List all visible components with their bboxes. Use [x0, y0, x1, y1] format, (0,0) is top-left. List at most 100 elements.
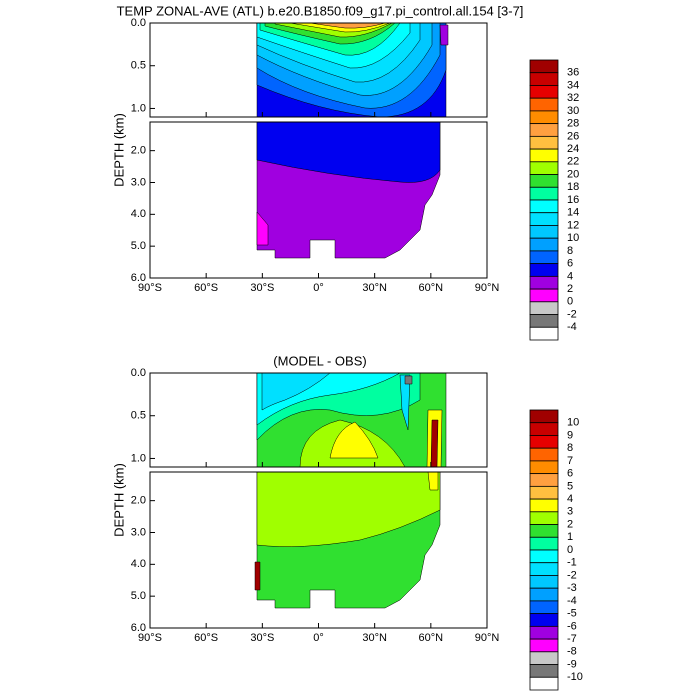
colorbar-label: 34 [567, 79, 579, 91]
colorbar-box [529, 549, 559, 564]
colorbar-label: 6 [567, 468, 573, 480]
panel: TEMP ZONAL-AVE (ATL) b.e20.B1850.f09_g17… [111, 3, 579, 341]
colorbar-label: 16 [567, 194, 579, 206]
colorbar-box [529, 326, 559, 341]
x-tick-label: 60°N [419, 282, 444, 294]
x-tick-label: 90°S [138, 632, 162, 644]
colorbar-box [529, 225, 559, 239]
y-tick-label: 3.0 [131, 176, 146, 188]
contour-fill [254, 561, 261, 591]
colorbar-label: 2 [567, 518, 573, 530]
y-tick-label: 5.0 [131, 590, 146, 602]
colorbar-box [529, 447, 559, 462]
x-tick-label: 30°N [362, 632, 387, 644]
contour-fill [439, 24, 449, 46]
y-tick-label: 2.0 [131, 495, 146, 507]
colorbar-label: 12 [567, 219, 579, 231]
colorbar-box [529, 59, 559, 74]
x-tick-label: 60°S [194, 282, 218, 294]
colorbar-box [529, 498, 559, 513]
colorbar-label: 28 [567, 118, 579, 130]
colorbar-label: -6 [567, 620, 577, 632]
contour-fill [404, 375, 413, 385]
colorbar-label: -8 [567, 646, 577, 658]
y-tick-label: 0.5 [131, 410, 146, 422]
colorbar-label: 22 [567, 156, 579, 168]
colorbar-label: -9 [567, 658, 577, 670]
colorbar-box [529, 85, 559, 99]
colorbar-box [529, 186, 559, 201]
colorbar-label: 5 [567, 480, 573, 492]
colorbar-box [529, 587, 559, 602]
colorbar-box [529, 135, 559, 150]
colorbar-label: -2 [567, 308, 577, 320]
x-tick-label: 60°S [194, 632, 218, 644]
colorbar-label: -5 [567, 608, 577, 620]
colorbar-box [529, 575, 559, 589]
colorbar-label: -4 [567, 595, 577, 607]
colorbar-label: -10 [567, 671, 583, 683]
contour-fill [399, 374, 411, 431]
colorbar-box [529, 250, 559, 265]
y-axis-label: DEPTH (km) [111, 463, 126, 537]
colorbar-box [529, 664, 559, 678]
y-tick-label: 0.0 [131, 17, 146, 29]
colorbar-label: 4 [567, 270, 573, 282]
colorbar-box [529, 638, 559, 653]
colorbar-label: 36 [567, 67, 579, 79]
y-tick-label: 1.0 [131, 102, 146, 114]
y-tick-label: 0.0 [131, 367, 146, 379]
colorbar-box [529, 263, 559, 277]
x-tick-label: 30°N [362, 282, 387, 294]
y-tick-label: 4.0 [131, 558, 146, 570]
x-tick-label: 0° [313, 282, 324, 294]
y-axis-label: DEPTH (km) [111, 113, 126, 187]
colorbar-label: 26 [567, 130, 579, 142]
contour-fill [261, 372, 331, 411]
colorbar-box [529, 72, 559, 86]
colorbar-label: 8 [567, 245, 573, 257]
colorbar-label: 0 [567, 296, 573, 308]
colorbar-box [529, 97, 559, 112]
colorbar-label: 10 [567, 232, 579, 244]
contour-fill [427, 471, 439, 491]
y-tick-label: 2.0 [131, 145, 146, 157]
colorbar-box [529, 123, 559, 137]
chart-title: (MODEL - OBS) [273, 353, 366, 368]
colorbar-label: 4 [567, 493, 573, 505]
contour-fill [256, 471, 441, 547]
colorbar-label: 3 [567, 506, 573, 518]
colorbar-label: 10 [567, 417, 579, 429]
y-tick-label: 3.0 [131, 526, 146, 538]
contour-fill [256, 211, 269, 246]
y-tick-label: 6.0 [131, 622, 146, 634]
colorbar-box [529, 435, 559, 449]
colorbar-label: -2 [567, 569, 577, 581]
y-tick-label: 4.0 [131, 208, 146, 220]
colorbar-label: 6 [567, 258, 573, 270]
colorbar-box [529, 422, 559, 436]
colorbar-label: 2 [567, 283, 573, 295]
colorbar-label: 7 [567, 455, 573, 467]
y-tick-label: 5.0 [131, 240, 146, 252]
colorbar-label: 1 [567, 531, 573, 543]
contour-fill [256, 121, 441, 183]
x-tick-label: 90°N [475, 632, 500, 644]
x-tick-label: 0° [313, 632, 324, 644]
colorbar-box [529, 651, 559, 665]
colorbar-label: -1 [567, 557, 577, 569]
x-tick-label: 30°S [250, 282, 274, 294]
colorbar-box [529, 511, 559, 525]
chart-title: TEMP ZONAL-AVE (ATL) b.e20.B1850.f09_g17… [117, 3, 524, 18]
x-tick-label: 90°N [475, 282, 500, 294]
colorbar-box [529, 562, 559, 576]
colorbar-box [529, 485, 559, 500]
colorbar-box [529, 314, 559, 328]
y-tick-label: 0.5 [131, 60, 146, 72]
colorbar-box [529, 473, 559, 487]
colorbar-box [529, 536, 559, 551]
colorbar-box [529, 409, 559, 424]
colorbar-box [529, 161, 559, 175]
colorbar-label: 20 [567, 168, 579, 180]
